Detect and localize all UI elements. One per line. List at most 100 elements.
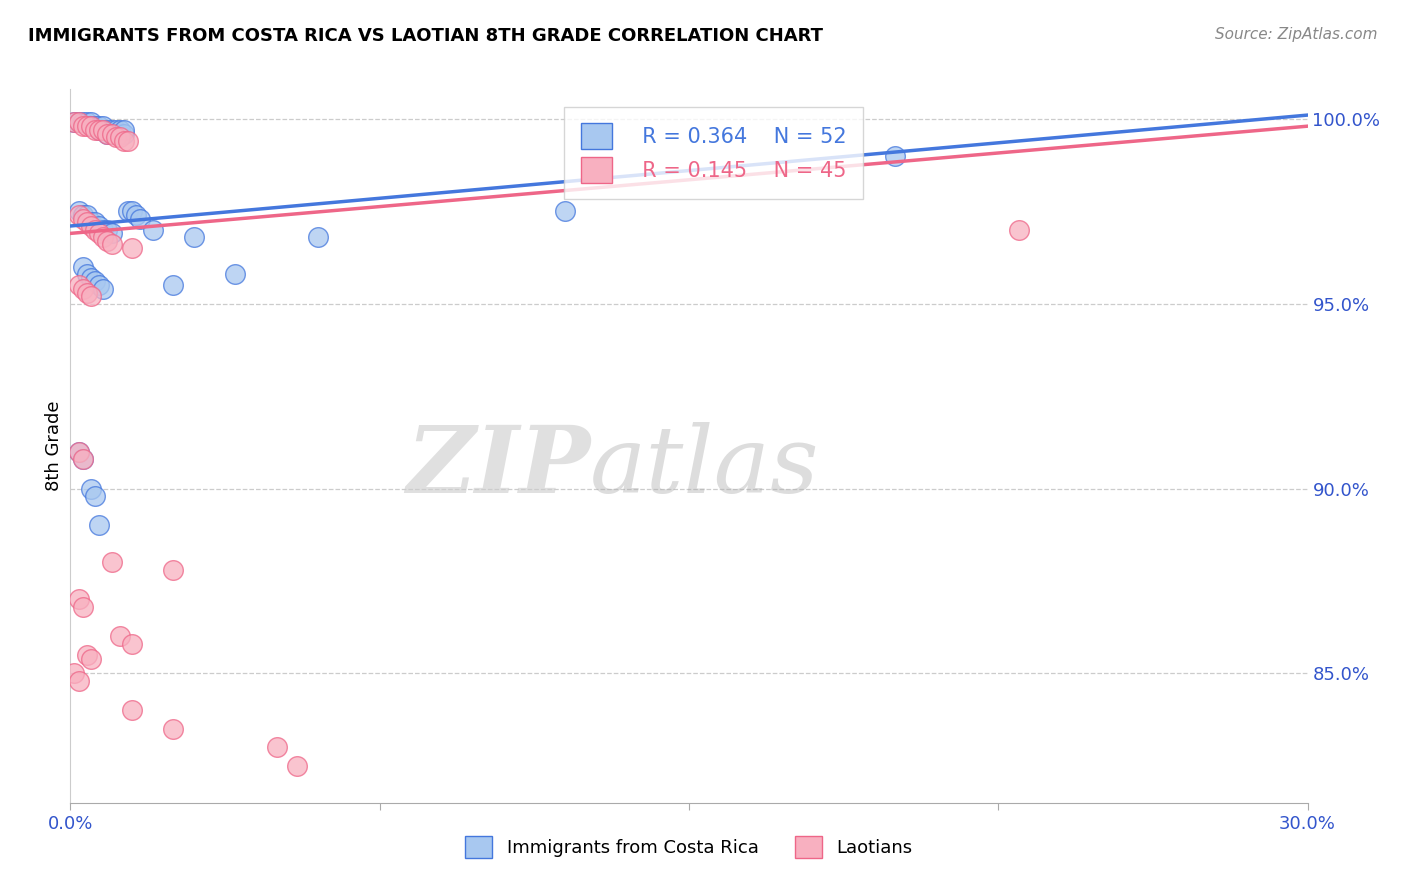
Point xyxy=(108,123,131,137)
Point xyxy=(76,648,98,662)
Point xyxy=(67,208,90,222)
Point xyxy=(63,115,86,129)
Text: atlas: atlas xyxy=(591,423,820,512)
Point xyxy=(112,127,135,141)
Point xyxy=(307,230,329,244)
Point xyxy=(89,227,111,241)
Point xyxy=(285,759,308,773)
Point xyxy=(96,223,118,237)
Point xyxy=(91,123,114,137)
Point xyxy=(80,219,103,233)
Point xyxy=(104,130,127,145)
Point xyxy=(121,204,143,219)
Point xyxy=(80,651,103,665)
Point xyxy=(80,215,103,229)
Point xyxy=(89,518,111,533)
Point xyxy=(67,592,90,607)
Point xyxy=(100,556,122,570)
Point xyxy=(67,115,90,129)
Point xyxy=(84,489,107,503)
Point xyxy=(96,123,118,137)
Point xyxy=(108,127,131,141)
Point xyxy=(84,275,107,289)
Point xyxy=(266,740,288,755)
Point xyxy=(72,452,94,467)
Point xyxy=(72,208,94,222)
Point xyxy=(80,482,103,496)
Point xyxy=(112,123,135,137)
Point xyxy=(100,127,122,141)
Point xyxy=(121,703,143,717)
Point xyxy=(117,204,139,219)
Text: Source: ZipAtlas.com: Source: ZipAtlas.com xyxy=(1215,27,1378,42)
Point xyxy=(89,219,111,233)
Point xyxy=(76,208,98,222)
Point xyxy=(67,444,90,458)
Point xyxy=(84,215,107,229)
Point xyxy=(76,119,98,133)
Point xyxy=(80,270,103,285)
Point xyxy=(1008,223,1031,237)
Point xyxy=(162,563,184,577)
Point xyxy=(89,123,111,137)
Point xyxy=(121,637,143,651)
Point xyxy=(72,115,94,129)
Point xyxy=(100,123,122,137)
Point xyxy=(96,127,118,141)
Point xyxy=(91,223,114,237)
Point xyxy=(67,673,90,688)
Point xyxy=(91,230,114,244)
Point xyxy=(162,278,184,293)
Point xyxy=(554,204,576,219)
Point xyxy=(91,282,114,296)
Point xyxy=(121,241,143,255)
Point xyxy=(72,211,94,226)
Text: IMMIGRANTS FROM COSTA RICA VS LAOTIAN 8TH GRADE CORRELATION CHART: IMMIGRANTS FROM COSTA RICA VS LAOTIAN 8T… xyxy=(28,27,823,45)
Point xyxy=(129,211,152,226)
Point xyxy=(80,119,103,133)
Point xyxy=(67,115,90,129)
Point xyxy=(96,234,118,248)
Y-axis label: 8th Grade: 8th Grade xyxy=(45,401,63,491)
Point xyxy=(89,278,111,293)
Point xyxy=(142,223,165,237)
Point xyxy=(76,115,98,129)
Point xyxy=(117,134,139,148)
Point xyxy=(108,130,131,145)
Point xyxy=(67,204,90,219)
Point xyxy=(80,115,103,129)
Point xyxy=(125,208,148,222)
Point xyxy=(67,278,90,293)
Point xyxy=(100,237,122,252)
Point xyxy=(84,123,107,137)
Point xyxy=(224,267,246,281)
Point xyxy=(104,123,127,137)
Point xyxy=(91,119,114,133)
Point xyxy=(72,260,94,274)
Point xyxy=(63,666,86,681)
Point xyxy=(76,215,98,229)
Point xyxy=(183,230,205,244)
Point xyxy=(162,722,184,736)
Point xyxy=(89,123,111,137)
Point xyxy=(100,227,122,241)
Point xyxy=(84,223,107,237)
Point xyxy=(76,267,98,281)
Point xyxy=(76,285,98,300)
Point xyxy=(108,629,131,643)
Point xyxy=(72,282,94,296)
Point xyxy=(96,127,118,141)
Point xyxy=(89,119,111,133)
Point xyxy=(100,127,122,141)
Point xyxy=(91,123,114,137)
Point xyxy=(84,119,107,133)
Point xyxy=(80,289,103,303)
Point xyxy=(72,452,94,467)
Legend: Immigrants from Costa Rica, Laotians: Immigrants from Costa Rica, Laotians xyxy=(458,829,920,865)
Point xyxy=(63,115,86,129)
Point xyxy=(104,127,127,141)
Point xyxy=(72,119,94,133)
Text: ZIP: ZIP xyxy=(406,423,591,512)
Point xyxy=(67,444,90,458)
Point xyxy=(112,134,135,148)
